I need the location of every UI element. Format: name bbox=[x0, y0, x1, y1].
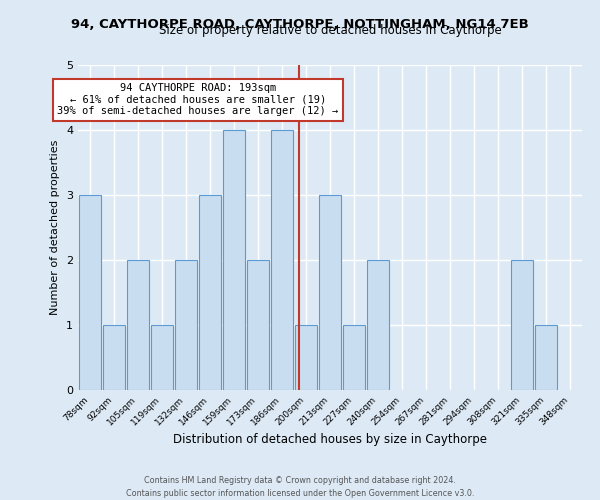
Text: 94 CAYTHORPE ROAD: 193sqm
← 61% of detached houses are smaller (19)
39% of semi-: 94 CAYTHORPE ROAD: 193sqm ← 61% of detac… bbox=[58, 83, 338, 116]
Bar bbox=[295, 325, 317, 390]
Bar bbox=[223, 130, 245, 390]
Bar bbox=[271, 130, 293, 390]
Text: 94, CAYTHORPE ROAD, CAYTHORPE, NOTTINGHAM, NG14 7EB: 94, CAYTHORPE ROAD, CAYTHORPE, NOTTINGHA… bbox=[71, 18, 529, 30]
Text: Contains HM Land Registry data © Crown copyright and database right 2024.
Contai: Contains HM Land Registry data © Crown c… bbox=[126, 476, 474, 498]
Bar bbox=[247, 260, 269, 390]
Bar bbox=[343, 325, 365, 390]
Bar bbox=[175, 260, 197, 390]
Bar bbox=[199, 195, 221, 390]
X-axis label: Distribution of detached houses by size in Caythorpe: Distribution of detached houses by size … bbox=[173, 432, 487, 446]
Y-axis label: Number of detached properties: Number of detached properties bbox=[50, 140, 61, 315]
Bar bbox=[511, 260, 533, 390]
Bar bbox=[127, 260, 149, 390]
Bar bbox=[319, 195, 341, 390]
Bar bbox=[367, 260, 389, 390]
Bar bbox=[151, 325, 173, 390]
Bar bbox=[535, 325, 557, 390]
Bar bbox=[103, 325, 125, 390]
Title: Size of property relative to detached houses in Caythorpe: Size of property relative to detached ho… bbox=[158, 24, 502, 38]
Bar bbox=[79, 195, 101, 390]
